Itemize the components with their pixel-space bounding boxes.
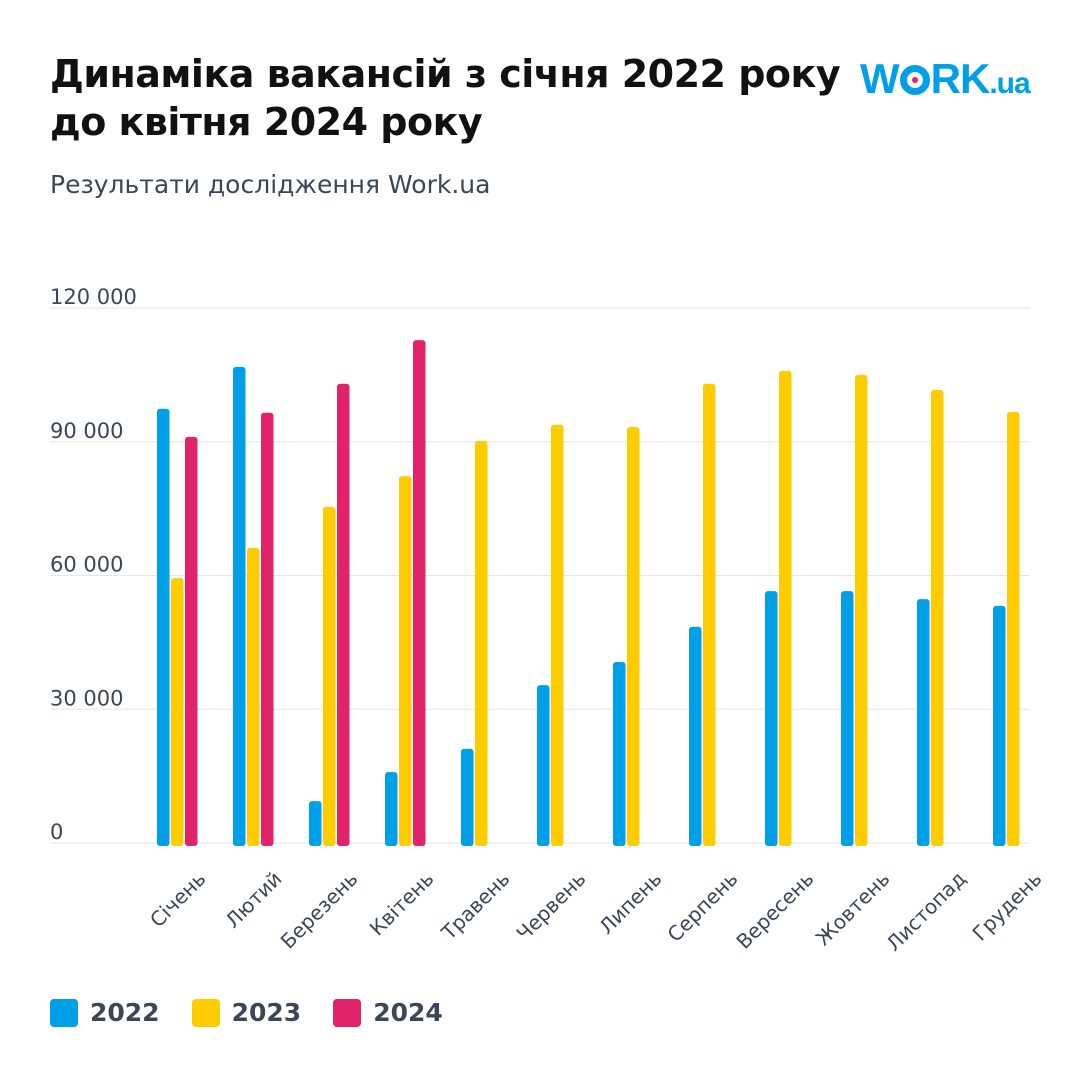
x-tick-label: Січень xyxy=(145,867,210,932)
bar-2023 xyxy=(551,424,564,846)
bar-2024 xyxy=(413,340,426,846)
y-tick-label: 0 xyxy=(50,820,63,844)
legend-label: 2022 xyxy=(90,998,160,1027)
bar-2022 xyxy=(689,626,702,846)
bar-2022 xyxy=(993,605,1006,846)
legend-swatch xyxy=(50,998,78,1027)
legend-swatch xyxy=(333,998,362,1027)
y-tick-label: 30 000 xyxy=(50,686,123,710)
bar-2023 xyxy=(247,547,260,846)
x-tick-label: Серпень xyxy=(662,867,742,947)
bar-2022 xyxy=(157,408,170,846)
legend-item-2024: 2024 xyxy=(333,998,443,1027)
bar-2023 xyxy=(323,506,336,846)
bar-2023 xyxy=(779,370,792,846)
x-tick-label: Травень xyxy=(436,867,515,946)
bar-2024 xyxy=(261,412,274,846)
y-tick-label: 60 000 xyxy=(50,553,123,577)
x-tick-label: Листопад xyxy=(881,867,970,956)
bar-2023 xyxy=(475,440,488,846)
bar-2022 xyxy=(917,599,930,846)
legend-item-2022: 2022 xyxy=(50,998,160,1027)
x-tick-label: Квітень xyxy=(365,867,439,941)
bar-2022 xyxy=(765,591,778,846)
bar-2024 xyxy=(337,383,350,846)
x-tick-label: Грудень xyxy=(968,867,1047,946)
bar-2022 xyxy=(613,661,626,846)
legend-label: 2023 xyxy=(231,998,302,1027)
y-tick-label: 120 000 xyxy=(50,285,137,309)
bar-2022 xyxy=(309,801,322,846)
bar-2023 xyxy=(931,390,944,846)
legend-label: 2024 xyxy=(373,998,443,1027)
legend-swatch xyxy=(191,998,220,1027)
x-tick-label: Червень xyxy=(512,867,591,946)
bar-2022 xyxy=(461,748,474,846)
bar-2022 xyxy=(537,685,550,846)
page-title: Динаміка вакансій з січня 2022 року до к… xyxy=(50,52,841,144)
page-subtitle: Результати дослідження Work.ua xyxy=(50,170,491,199)
x-tick-label: Березень xyxy=(276,867,363,954)
logo-o-icon xyxy=(899,65,930,95)
legend-item-2023: 2023 xyxy=(191,998,302,1027)
bar-2023 xyxy=(627,427,640,846)
bar-2024 xyxy=(185,436,198,846)
work-ua-logo: W RK.ua xyxy=(860,55,1031,102)
bar-2022 xyxy=(841,591,854,846)
bar-2023 xyxy=(171,578,184,846)
legend: 2022 2023 2024 xyxy=(50,998,443,1027)
bar-2023 xyxy=(855,374,868,846)
x-tick-label: Липень xyxy=(594,867,666,939)
bar-2023 xyxy=(399,476,412,846)
bar-2022 xyxy=(233,366,246,846)
x-tick-label: Лютий xyxy=(220,867,286,933)
y-tick-label: 90 000 xyxy=(50,419,123,443)
bar-2022 xyxy=(385,772,398,846)
x-tick-label: Вересень xyxy=(731,867,818,954)
bar-2023 xyxy=(1007,411,1020,846)
bar-2023 xyxy=(703,383,716,846)
